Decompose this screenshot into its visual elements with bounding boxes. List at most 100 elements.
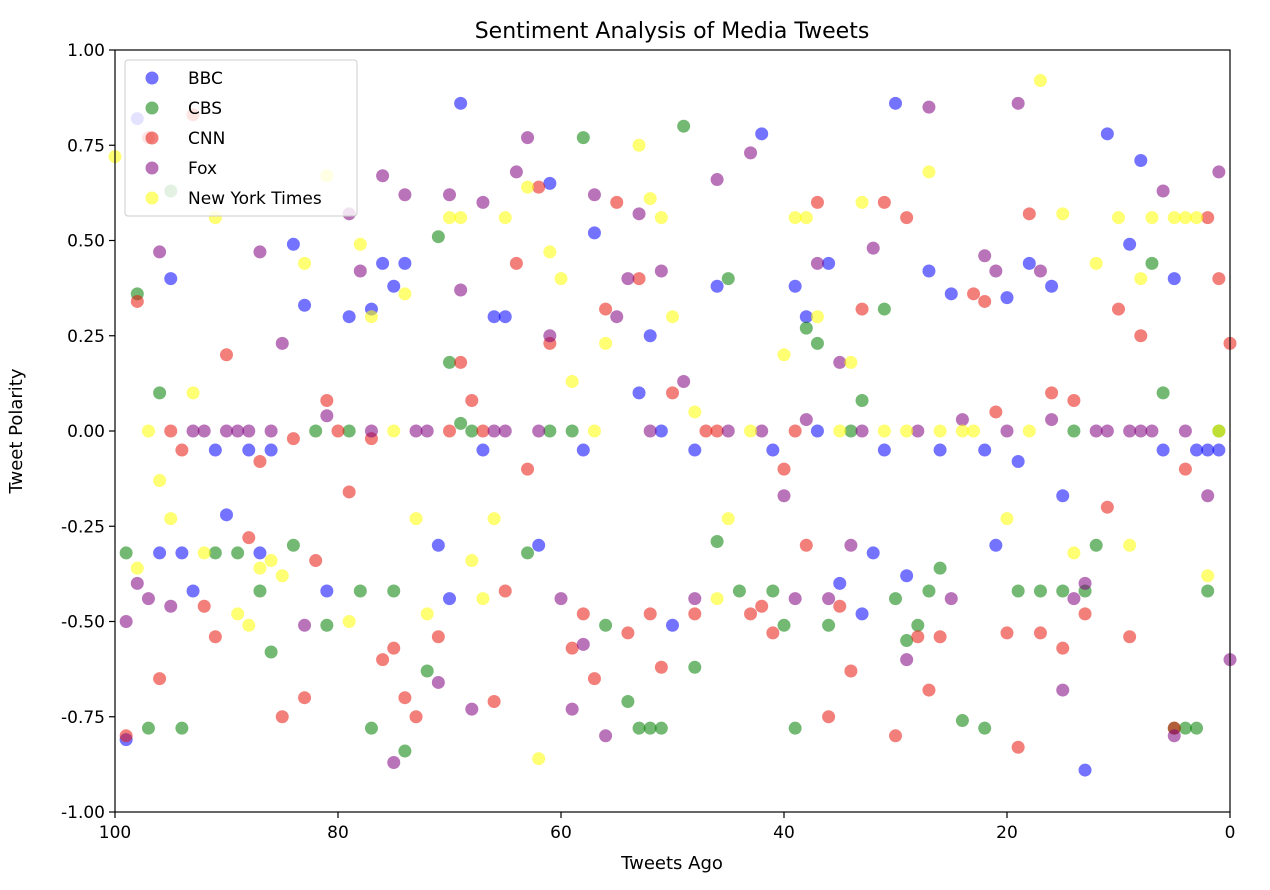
point-bbc	[587, 226, 601, 240]
point-cnn	[833, 599, 847, 613]
point-cnn	[621, 626, 635, 640]
point-fox	[465, 702, 479, 716]
point-cnn	[710, 424, 724, 438]
point-fox	[1078, 576, 1092, 590]
y-axis-label: Tweet Polarity	[6, 368, 27, 494]
point-cbs	[175, 721, 189, 735]
point-bbc	[398, 256, 412, 270]
point-cnn	[175, 443, 189, 457]
point-cnn	[755, 599, 769, 613]
point-new-york-times	[1022, 424, 1036, 438]
point-fox	[989, 264, 1003, 278]
point-cnn	[1078, 607, 1092, 621]
point-cnn	[922, 683, 936, 697]
point-new-york-times	[1134, 272, 1148, 286]
point-fox	[822, 592, 836, 606]
point-new-york-times	[1145, 211, 1159, 225]
point-cnn	[810, 195, 824, 209]
point-fox	[409, 424, 423, 438]
point-fox	[833, 355, 847, 369]
point-bbc	[1011, 454, 1025, 468]
point-fox	[955, 413, 969, 427]
point-new-york-times	[788, 211, 802, 225]
point-bbc	[387, 279, 401, 293]
point-cnn	[197, 599, 211, 613]
point-cnn	[632, 272, 646, 286]
point-bbc	[220, 508, 233, 522]
point-bbc	[989, 538, 1003, 552]
point-new-york-times	[688, 405, 702, 419]
point-cbs	[978, 721, 992, 735]
point-cbs	[342, 424, 356, 438]
point-new-york-times	[342, 615, 356, 628]
point-cbs	[1190, 721, 1204, 735]
point-fox	[220, 424, 233, 438]
point-cnn	[989, 405, 1003, 419]
point-fox	[1134, 424, 1148, 438]
point-cnn	[1067, 394, 1081, 408]
point-bbc	[889, 96, 902, 110]
point-fox	[1145, 424, 1159, 438]
point-fox	[231, 424, 245, 438]
point-fox	[1201, 489, 1215, 503]
point-cnn	[911, 630, 925, 644]
point-fox	[1123, 424, 1137, 438]
point-bbc	[532, 538, 546, 552]
point-new-york-times	[1123, 538, 1137, 552]
point-cnn	[933, 630, 947, 644]
point-new-york-times	[599, 336, 613, 350]
point-cnn	[777, 462, 791, 476]
legend-marker-fox	[145, 161, 159, 175]
point-fox	[1100, 424, 1114, 438]
point-cnn	[889, 729, 902, 743]
point-bbc	[543, 176, 557, 190]
point-new-york-times	[387, 424, 401, 438]
point-fox	[532, 424, 546, 438]
point-fox	[119, 615, 133, 628]
point-fox	[677, 374, 691, 388]
point-cbs	[799, 321, 813, 335]
point-fox	[866, 241, 880, 255]
point-fox	[1167, 729, 1181, 743]
point-cnn	[153, 672, 167, 686]
point-cbs	[1089, 538, 1103, 552]
point-cbs	[810, 336, 824, 350]
point-cbs	[766, 584, 780, 598]
point-cnn	[788, 424, 802, 438]
point-new-york-times	[1190, 211, 1204, 225]
point-cbs	[153, 386, 167, 400]
y-tick-label: 1.00	[67, 41, 105, 61]
point-new-york-times	[353, 237, 367, 251]
point-new-york-times	[275, 569, 289, 583]
point-fox	[521, 131, 535, 145]
point-new-york-times	[844, 355, 858, 369]
point-cbs	[1011, 584, 1025, 598]
point-new-york-times	[554, 272, 568, 286]
point-cbs	[309, 424, 323, 438]
point-new-york-times	[900, 424, 914, 438]
point-cbs	[855, 394, 869, 408]
point-fox	[610, 310, 624, 324]
y-tick-label: 0.25	[67, 327, 105, 347]
point-cbs	[889, 592, 902, 606]
point-cnn	[1212, 272, 1226, 286]
point-cnn	[320, 394, 334, 408]
point-bbc	[710, 279, 724, 293]
point-fox	[978, 249, 992, 263]
point-new-york-times	[1056, 207, 1070, 221]
y-tick-label: 0.00	[67, 422, 105, 442]
x-axis-label: Tweets Ago	[620, 853, 723, 874]
point-cnn	[1033, 626, 1047, 640]
point-new-york-times	[777, 348, 791, 362]
point-new-york-times	[799, 211, 813, 225]
point-new-york-times	[1201, 569, 1215, 583]
point-new-york-times	[253, 561, 267, 575]
point-bbc	[799, 310, 813, 324]
point-fox	[632, 207, 646, 221]
point-cnn	[900, 211, 914, 225]
point-cnn	[1011, 740, 1025, 754]
point-new-york-times	[420, 607, 434, 621]
point-cbs	[253, 584, 267, 598]
point-new-york-times	[833, 424, 847, 438]
point-bbc	[755, 127, 769, 141]
